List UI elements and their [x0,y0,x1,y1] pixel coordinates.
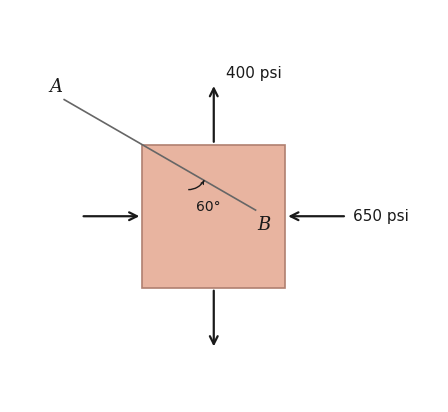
Text: B: B [257,216,271,234]
Bar [142,145,285,288]
Text: A: A [49,77,63,96]
Text: 650 psi: 650 psi [353,209,409,224]
Text: 60°: 60° [196,200,221,214]
Text: 400 psi: 400 psi [226,66,282,81]
